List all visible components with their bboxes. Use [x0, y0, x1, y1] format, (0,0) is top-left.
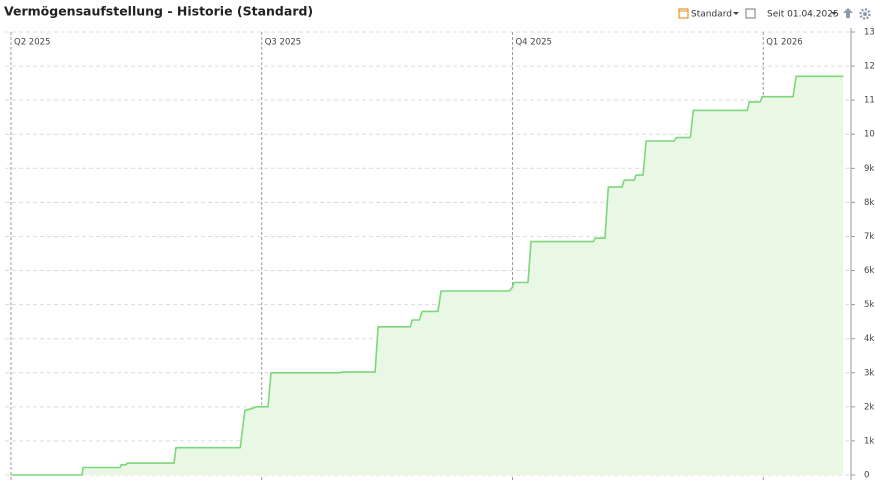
settings-button-core — [863, 12, 867, 16]
y-tick-label: 1k — [864, 436, 874, 446]
y-tick-label: 12k — [864, 62, 875, 72]
y-tick-label: 3k — [864, 368, 874, 378]
settings-button[interactable] — [859, 8, 871, 20]
x-tick-label: Q3 2025 — [265, 38, 301, 48]
view-select[interactable]: Standard — [691, 10, 732, 20]
period-select[interactable]: Seit 01.04.2025 — [767, 10, 839, 20]
y-tick-label: 2k — [864, 402, 874, 412]
y-tick-label: 4k — [864, 334, 874, 344]
x-tick-label: Q2 2025 — [14, 38, 50, 48]
widget-title: Vermögensaufstellung - Historie (Standar… — [4, 4, 313, 19]
y-tick-label: 9k — [864, 164, 874, 174]
y-tick-label: 13k — [864, 28, 875, 38]
x-tick-label: Q4 2025 — [515, 38, 551, 48]
export-button[interactable] — [843, 8, 853, 18]
x-tick-label: Q1 2026 — [766, 38, 802, 48]
y-tick-label: 7k — [864, 232, 874, 242]
area-fill — [11, 76, 844, 476]
toolbar: Standard Seit 01.04.2025 — [678, 8, 871, 20]
area-line — [11, 75, 844, 476]
y-tick-label: 10k — [864, 130, 875, 140]
view-dropdown[interactable] — [733, 12, 739, 15]
plot: 0 1k 2k 3k 4k 5k 6k 7k 8k 9k 10k 11k 12k 13k Q2 2025 Q3… — [5, 28, 875, 480]
y-tick-label: 11k — [864, 96, 875, 106]
y-tick-label: 6k — [864, 266, 874, 276]
y-tick-label: 8k — [864, 198, 874, 208]
calendar-icon — [678, 8, 689, 19]
period-dropdown[interactable] — [831, 12, 837, 15]
y-tick-label: 5k — [864, 300, 874, 310]
y-tick-label: 0 — [864, 471, 869, 480]
calendar-icon — [745, 8, 756, 19]
